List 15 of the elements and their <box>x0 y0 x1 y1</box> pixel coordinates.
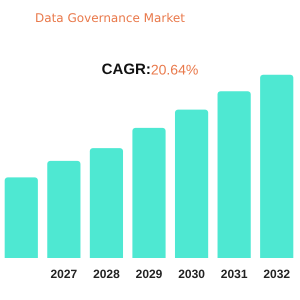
x-tick-label: 2028 <box>93 267 120 281</box>
x-tick-label: 2027 <box>50 267 78 281</box>
bar <box>4 177 38 258</box>
bar <box>218 91 251 258</box>
x-tick-label: 2030 <box>178 267 206 281</box>
bar <box>260 74 294 258</box>
bar <box>47 160 80 258</box>
bar <box>174 110 208 258</box>
x-tick-label: 2032 <box>263 267 290 281</box>
annotation: CAGR:20.64% <box>102 61 198 78</box>
bar <box>132 128 166 258</box>
x-tick-label: 2031 <box>220 267 248 281</box>
x-tick-label: 2029 <box>136 267 163 281</box>
bar <box>90 148 124 258</box>
chart-title: Data Governance Market <box>35 11 186 25</box>
